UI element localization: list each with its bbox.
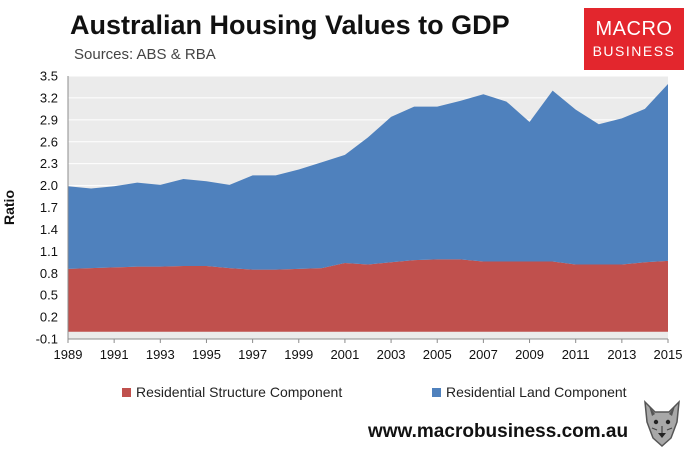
y-tick-label: 1.1 [40, 244, 58, 259]
y-tick-label: 3.5 [40, 69, 58, 84]
x-tick-label: 1997 [238, 347, 267, 362]
chart-subtitle: Sources: ABS & RBA [74, 46, 216, 63]
y-tick-label: 3.2 [40, 90, 58, 105]
area-residential-land-component [68, 84, 668, 270]
x-tick-label: 2007 [469, 347, 498, 362]
y-tick-labels: -0.1 0.2 0.5 0.8 1.1 1.4 1.7 2.0 2.3 2.6 2.9 3.2 3.5 [36, 69, 58, 347]
y-tick-label: 1.4 [40, 222, 58, 237]
y-tick-label: 2.9 [40, 112, 58, 127]
y-tick-label: -0.1 [36, 332, 58, 347]
x-tick-label: 2001 [330, 347, 359, 362]
x-tick-label: 2009 [515, 347, 544, 362]
x-tick-label: 2011 [562, 347, 590, 362]
y-tick-label: 0.8 [40, 266, 58, 281]
x-tick-label: 1999 [284, 347, 313, 362]
y-tick-label: 0.5 [40, 288, 58, 303]
y-tick-label: 1.7 [40, 200, 58, 215]
x-tick-label: 1991 [100, 347, 129, 362]
x-tick-label: 2003 [377, 347, 406, 362]
x-tick-label: 1993 [146, 347, 175, 362]
legend: Residential Structure Component Residenti… [122, 384, 627, 400]
x-tick-label: 2015 [654, 347, 683, 362]
chart-title: Australian Housing Values to GDP [70, 10, 510, 40]
legend-label: Residential Structure Component [136, 384, 342, 400]
legend-swatch [122, 388, 131, 397]
axes [67, 76, 669, 343]
logo-line-2: BUSINESS [592, 43, 676, 59]
wolf-mascot-icon [644, 400, 680, 448]
legend-swatch [432, 388, 441, 397]
x-tick-label: 2005 [423, 347, 452, 362]
logo-line-1: MACRO [595, 18, 673, 40]
website-url: www.macrobusiness.com.au [368, 421, 629, 442]
y-tick-label: 0.2 [40, 310, 58, 325]
x-tick-labels: 1989 1991 1993 1995 1997 1999 2001 2003 2005 2007… [54, 347, 683, 362]
macro-business-logo: MACRO BUSINESS [584, 8, 684, 70]
x-tick-label: 1995 [192, 347, 221, 362]
legend-label: Residential Land Component [446, 384, 627, 400]
y-tick-label: 2.0 [40, 178, 58, 193]
y-axis-label: Ratio [1, 190, 17, 225]
y-tick-label: 2.3 [40, 156, 58, 171]
area-series [68, 84, 668, 332]
area-residential-structure-component [68, 259, 668, 332]
x-tick-label: 1989 [54, 347, 83, 362]
y-tick-label: 2.6 [40, 134, 58, 149]
x-tick-label: 2013 [607, 347, 636, 362]
